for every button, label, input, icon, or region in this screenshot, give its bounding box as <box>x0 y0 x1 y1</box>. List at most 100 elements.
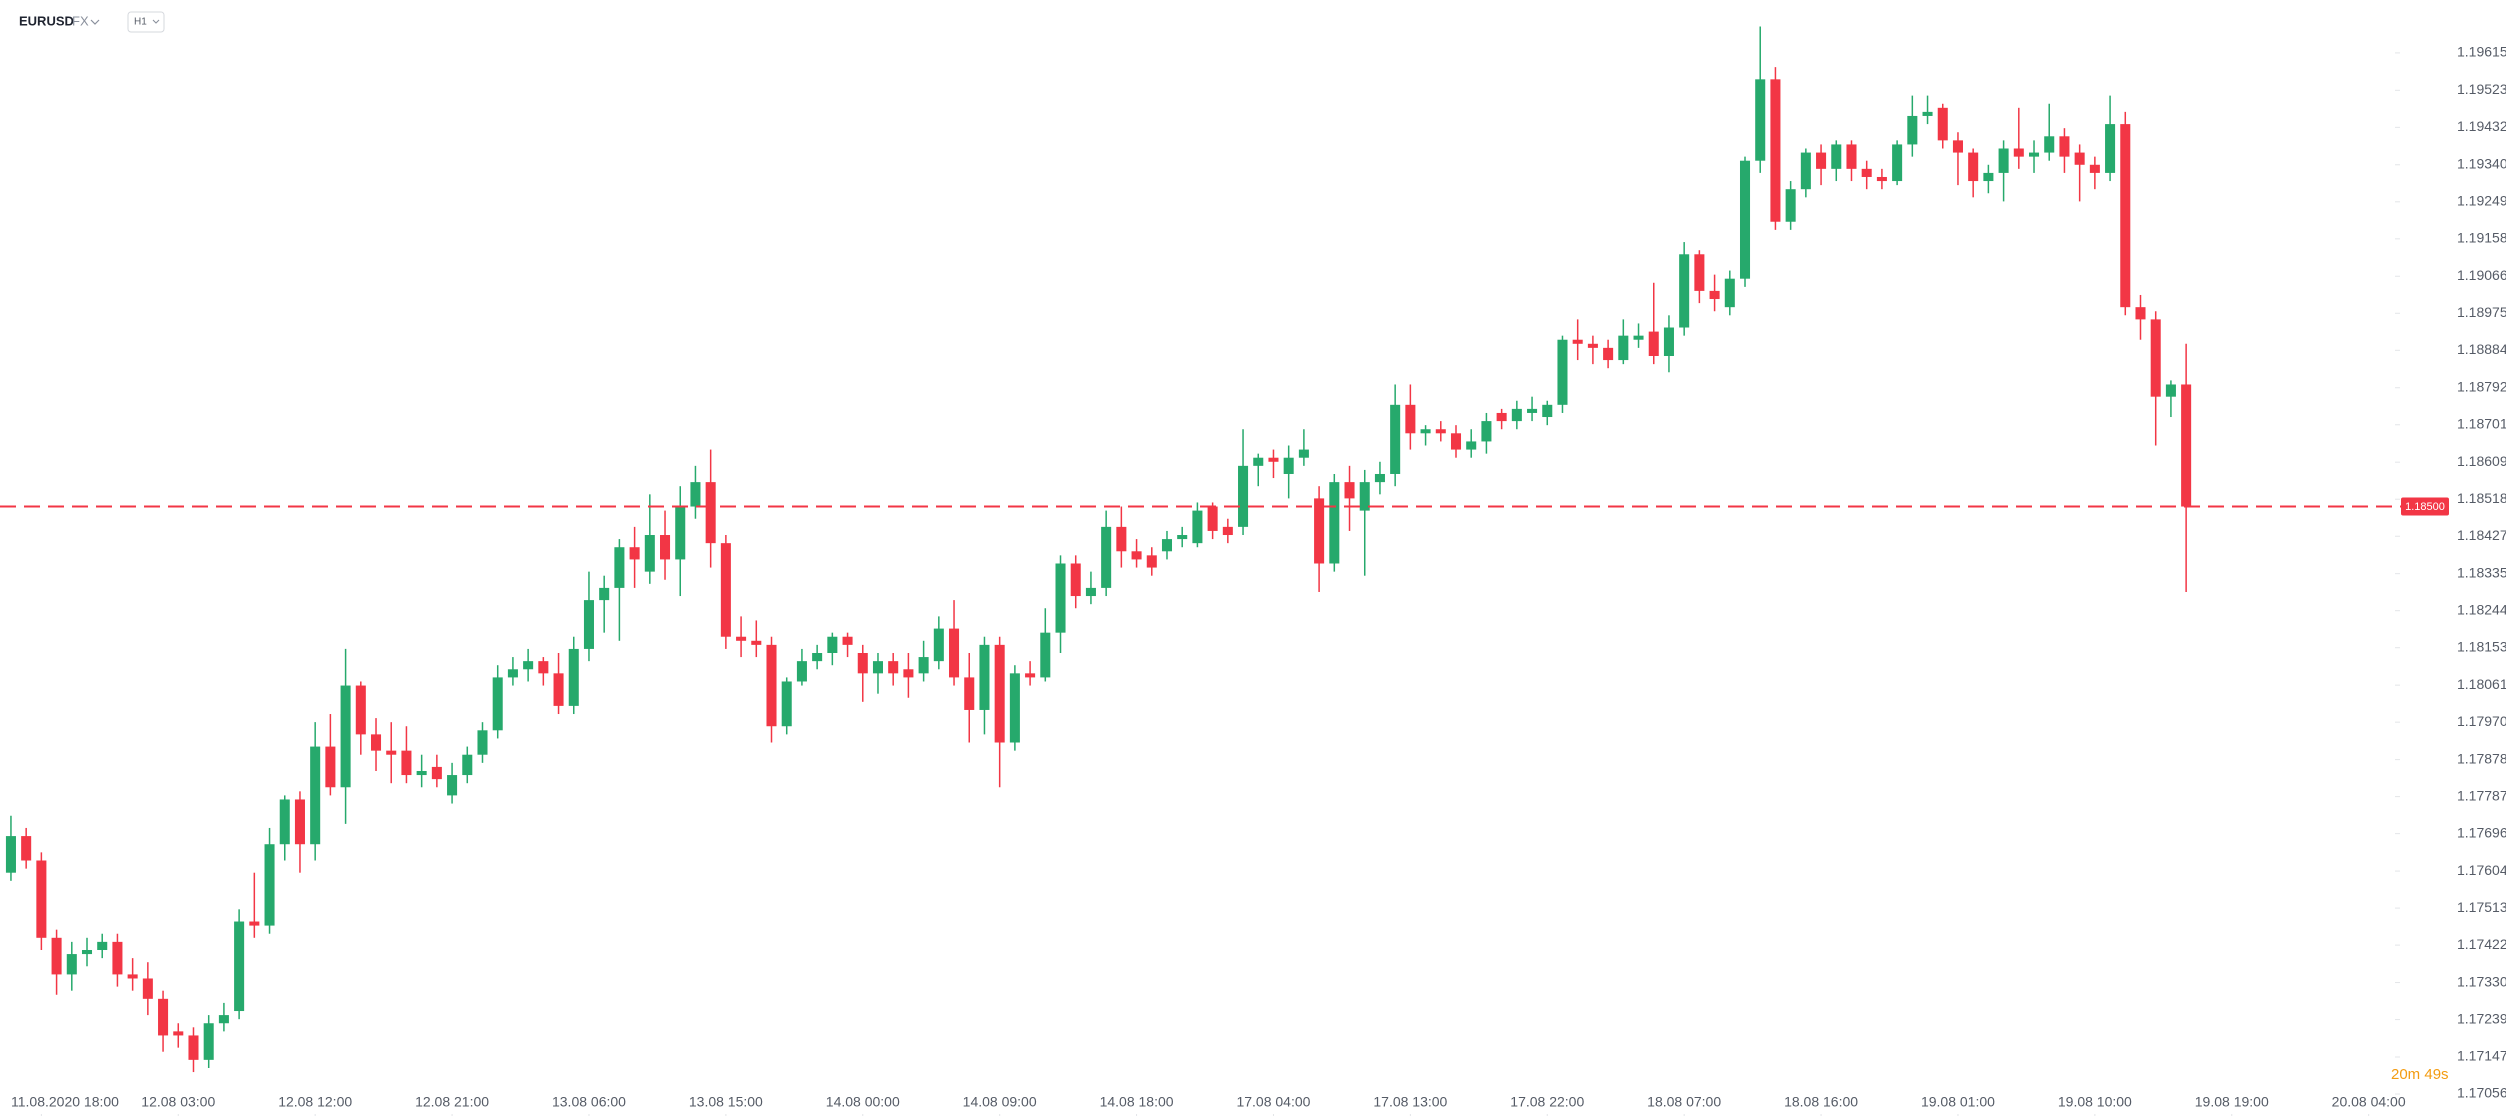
candle-body <box>675 506 686 560</box>
candle-body <box>2089 164 2100 173</box>
candle-body <box>1481 421 1492 442</box>
y-tick-label: 1.19066 <box>2457 267 2506 283</box>
candle-body <box>1298 449 1309 458</box>
candle-body <box>720 543 731 637</box>
candle-body <box>583 600 594 649</box>
candle-body <box>249 921 260 926</box>
candle-body <box>5 836 16 873</box>
candle-body <box>964 677 975 710</box>
candle-body <box>781 681 792 727</box>
candle-body <box>1314 498 1325 564</box>
x-tick-label: 14.08 18:00 <box>1100 1094 1174 1110</box>
candle-body <box>36 860 47 938</box>
y-tick-label: 1.17239 <box>2457 1010 2506 1026</box>
candle-body <box>1831 144 1842 169</box>
candle-body <box>2013 148 2024 157</box>
candle-body <box>386 750 397 755</box>
candle-body <box>857 653 868 674</box>
y-tick-label: 1.17056 <box>2457 1085 2506 1101</box>
candle-body <box>340 685 351 788</box>
x-tick-label: 17.08 22:00 <box>1510 1094 1584 1110</box>
candle-body <box>355 685 366 735</box>
candle-body <box>158 998 169 1036</box>
candle-body <box>1192 510 1203 544</box>
y-tick-label: 1.18153 <box>2457 638 2506 654</box>
candle-body <box>1739 160 1751 279</box>
candle-body <box>644 535 655 572</box>
dropdown-arrow[interactable] <box>152 19 160 24</box>
candle-body <box>21 836 32 861</box>
symbol[interactable]: EURUSD <box>19 13 74 28</box>
y-tick-label: 1.18792 <box>2457 378 2506 394</box>
candle-body <box>1055 563 1066 633</box>
candle-body <box>1876 176 1887 182</box>
candle-body <box>1861 168 1872 177</box>
y-tick-label: 1.17787 <box>2457 787 2506 803</box>
candle-body <box>1435 429 1446 434</box>
candle-body <box>1527 408 1538 413</box>
y-tick-label: 1.18061 <box>2457 676 2506 692</box>
x-tick-label: 13.08 06:00 <box>552 1094 626 1110</box>
candle-body <box>477 730 488 755</box>
x-tick-label: 18.08 07:00 <box>1647 1094 1721 1110</box>
candle-body <box>1268 457 1279 462</box>
x-tick-label: 17.08 13:00 <box>1373 1094 1447 1110</box>
candle-body <box>1177 535 1188 540</box>
candle-body <box>994 644 1005 743</box>
candle-body <box>1420 429 1431 434</box>
y-tick-label: 1.19340 <box>2457 155 2506 171</box>
candle-body <box>1511 408 1522 422</box>
candle-body <box>1968 152 1979 182</box>
candle-body <box>1359 482 1370 511</box>
interval[interactable]: H1 <box>134 17 147 28</box>
y-tick-label: 1.19432 <box>2457 118 2506 134</box>
y-tick-label: 1.18335 <box>2457 564 2506 580</box>
candle-body <box>568 648 579 706</box>
candle-body <box>918 657 929 674</box>
candle-body <box>660 535 671 560</box>
y-tick-label: 1.17147 <box>2457 1048 2506 1064</box>
candle-body <box>1587 343 1598 348</box>
candle-body <box>1800 152 1811 190</box>
candle-body <box>2135 307 2146 320</box>
candle-body <box>933 628 944 662</box>
candle-body <box>812 653 823 662</box>
candle-body <box>1648 331 1659 356</box>
candle-body <box>1755 79 1766 161</box>
candle-body <box>827 636 838 654</box>
y-tick-label: 1.17422 <box>2457 936 2506 952</box>
candle-body <box>751 640 762 645</box>
candle-body <box>294 799 305 845</box>
candle-body <box>1450 433 1462 450</box>
interval-button[interactable] <box>127 11 165 33</box>
candle-body <box>949 628 960 678</box>
candle-body <box>325 746 336 788</box>
dropdown-arrow[interactable] <box>90 19 100 25</box>
candle-body <box>1253 457 1264 466</box>
candle-body <box>1785 189 1796 222</box>
candle-body <box>234 921 245 1012</box>
candle-body <box>629 547 640 560</box>
candle-body <box>903 669 914 678</box>
candle-body <box>188 1035 199 1060</box>
candle-body <box>264 844 275 926</box>
candle-body <box>1618 335 1629 361</box>
candle-body <box>1907 115 1918 145</box>
candle-body <box>872 661 884 674</box>
candle-body <box>142 978 153 999</box>
y-tick-label: 1.18244 <box>2457 601 2506 617</box>
candle-body <box>2059 136 2070 157</box>
candle-body <box>431 766 442 780</box>
candle-body <box>416 770 427 776</box>
candle-body <box>1070 563 1081 597</box>
candle-body <box>1846 144 1857 169</box>
candle-body <box>1161 539 1173 552</box>
y-tick-label: 1.17878 <box>2457 750 2506 766</box>
candle-body <box>401 750 412 776</box>
candle-body <box>842 636 853 645</box>
candle-body <box>66 954 77 975</box>
candle-body <box>690 482 701 507</box>
y-tick-label: 1.17330 <box>2457 973 2506 989</box>
y-tick-label: 1.19158 <box>2457 230 2506 246</box>
y-tick-label: 1.17970 <box>2457 713 2506 729</box>
